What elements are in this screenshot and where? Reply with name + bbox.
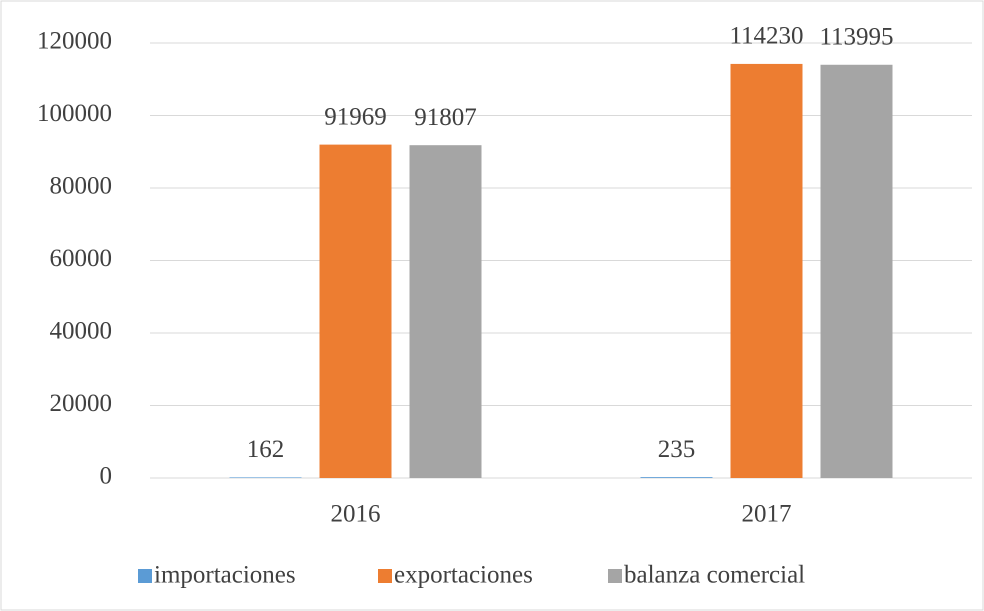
x-tick-label: 2016	[331, 501, 381, 528]
legend-label: balanza comercial	[624, 562, 805, 589]
legend-label: exportaciones	[394, 562, 533, 589]
legend-swatch	[138, 569, 152, 583]
data-label: 113995	[819, 24, 893, 51]
legend-swatch	[608, 569, 622, 583]
bar	[319, 144, 392, 479]
y-tick-label: 0	[100, 463, 113, 490]
y-tick-label: 20000	[50, 390, 113, 417]
data-label: 114230	[729, 23, 803, 50]
data-label: 91807	[414, 104, 477, 131]
bar	[640, 477, 713, 478]
bar	[229, 477, 302, 478]
y-tick-label: 100000	[37, 100, 112, 127]
bar	[730, 63, 803, 478]
y-tick-label: 120000	[37, 28, 112, 55]
y-tick-label: 40000	[50, 318, 113, 345]
data-label: 162	[247, 436, 285, 463]
bar	[820, 64, 893, 478]
bar	[409, 145, 482, 478]
legend-label: importaciones	[154, 562, 296, 589]
y-tick-label: 80000	[50, 173, 113, 200]
data-label: 91969	[324, 103, 387, 130]
x-tick-label: 2017	[742, 501, 792, 528]
legend-swatch	[378, 569, 392, 583]
data-label: 235	[658, 436, 696, 463]
y-tick-label: 60000	[50, 245, 113, 272]
